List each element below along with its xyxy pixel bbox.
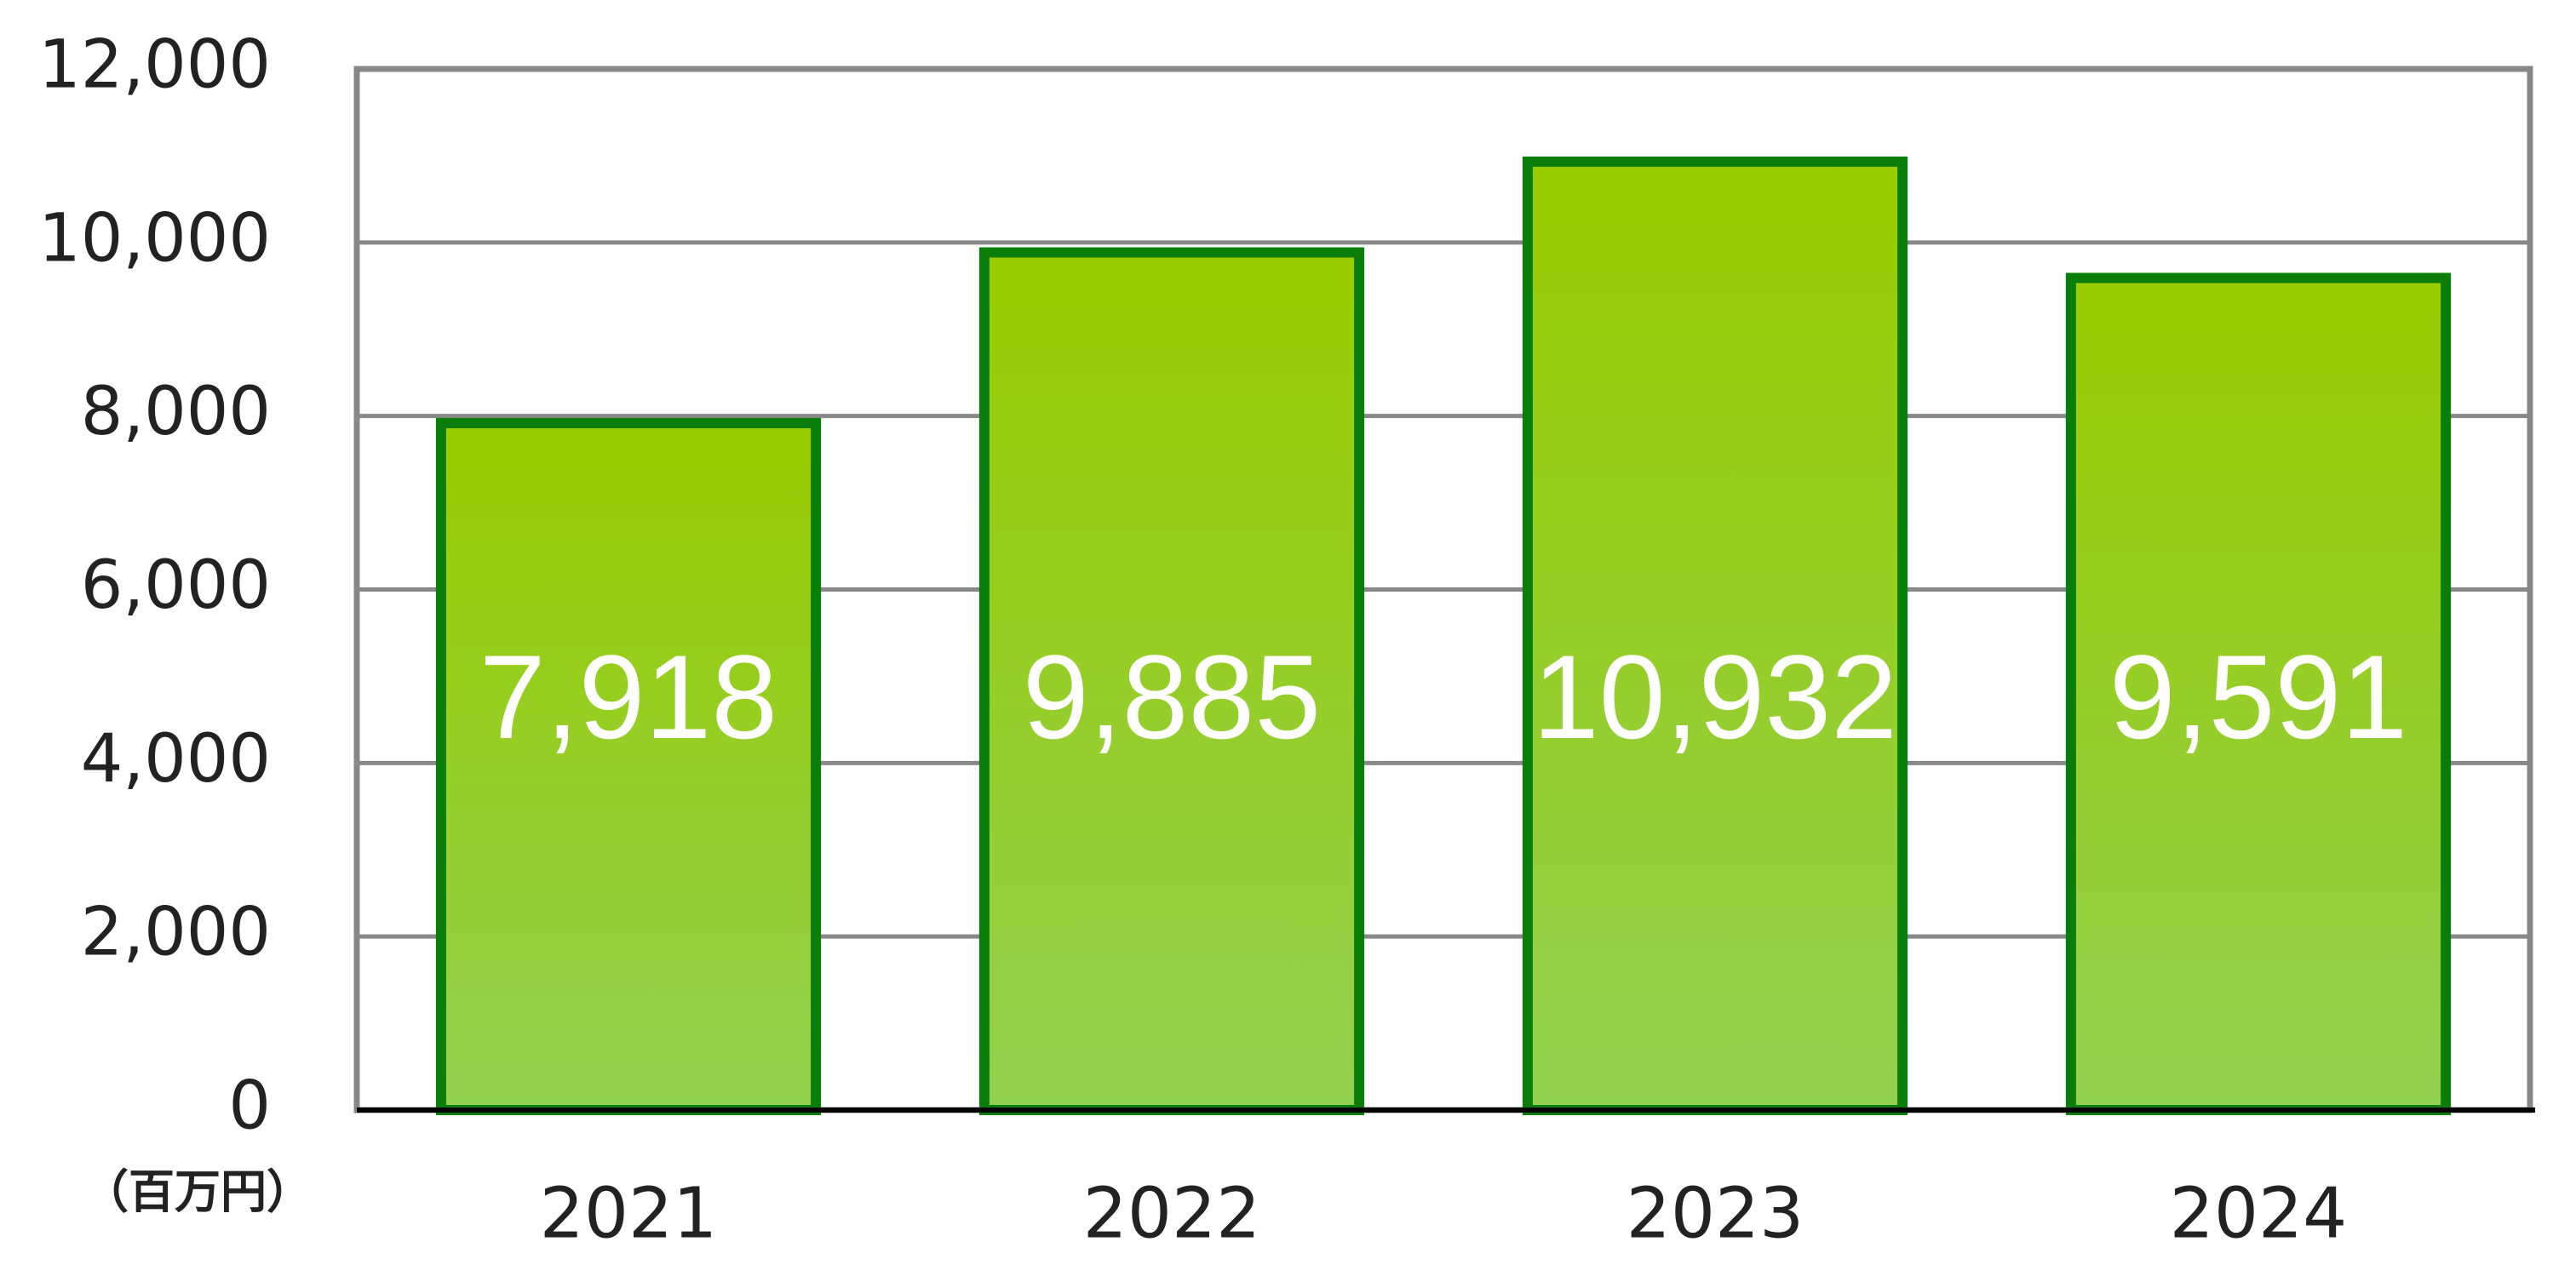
y-tick-label: 2,000 <box>81 895 271 971</box>
y-tick-label: 6,000 <box>81 547 271 624</box>
x-tick-label: 2021 <box>540 1173 718 1254</box>
value-label: 10,932 <box>1533 630 1897 764</box>
y-tick-label: 10,000 <box>38 200 271 277</box>
y-tick-label: 0 <box>228 1067 271 1144</box>
bar <box>1522 156 1908 1115</box>
bar <box>978 247 1365 1115</box>
value-label: 9,885 <box>1023 630 1321 764</box>
y-tick-label: 12,000 <box>38 26 271 103</box>
unit-label: （百万円） <box>83 1165 313 1219</box>
bar <box>2065 272 2452 1115</box>
x-tick-label: 2022 <box>1083 1173 1261 1254</box>
value-label: 7,918 <box>479 630 777 764</box>
x-tick-label: 2024 <box>2170 1173 2348 1254</box>
bar <box>435 418 822 1116</box>
value-label: 9,591 <box>2109 630 2407 764</box>
y-tick-label: 8,000 <box>81 374 271 450</box>
x-tick-label: 2023 <box>1626 1173 1804 1254</box>
y-tick-label: 4,000 <box>81 721 271 798</box>
